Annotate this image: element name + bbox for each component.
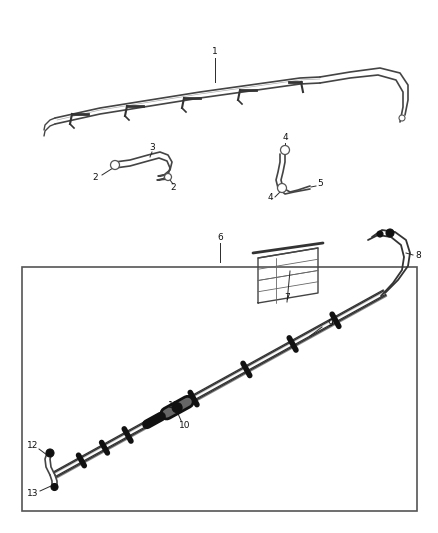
Circle shape	[110, 160, 120, 169]
Text: 6: 6	[217, 233, 223, 243]
Text: 9: 9	[327, 319, 333, 327]
Circle shape	[280, 146, 290, 155]
Circle shape	[386, 229, 394, 237]
Text: 3: 3	[149, 143, 155, 152]
Text: 2: 2	[170, 183, 176, 192]
Circle shape	[172, 402, 182, 413]
Text: 8: 8	[415, 251, 421, 260]
Circle shape	[46, 449, 54, 457]
Text: 4: 4	[267, 193, 273, 203]
Text: 13: 13	[27, 489, 39, 497]
Circle shape	[165, 174, 172, 181]
Text: 7: 7	[284, 293, 290, 302]
Text: 1: 1	[212, 47, 218, 56]
Text: 2: 2	[92, 174, 98, 182]
Text: 5: 5	[317, 179, 323, 188]
Text: 10: 10	[179, 421, 191, 430]
Circle shape	[278, 183, 286, 192]
Text: 4: 4	[282, 133, 288, 142]
Text: 12: 12	[27, 440, 39, 449]
Text: 11: 11	[168, 401, 180, 410]
Bar	[22, 267, 417, 511]
Circle shape	[51, 483, 58, 490]
Circle shape	[399, 115, 405, 121]
Circle shape	[377, 231, 383, 237]
